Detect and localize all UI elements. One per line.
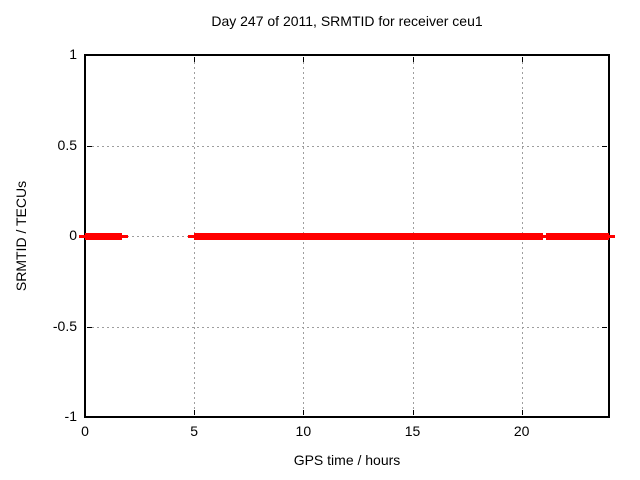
data-segment (194, 232, 544, 240)
y-tick-right (602, 417, 607, 418)
x-tick-bottom (521, 410, 523, 415)
y-tick-left (87, 417, 92, 418)
x-tick-label: 20 (513, 423, 530, 439)
x-tick-label: 5 (190, 423, 199, 439)
y-tick-left (87, 145, 92, 147)
data-segment (545, 232, 609, 240)
y-tick-label: 1 (69, 46, 77, 62)
x-tick-label: 10 (295, 423, 312, 439)
y-tick-right (602, 326, 607, 328)
y-tick-left (87, 55, 92, 56)
x-tick-bottom (194, 410, 196, 415)
data-segment (85, 232, 123, 240)
x-tick-top (521, 57, 523, 62)
x-tick-bottom (85, 410, 86, 415)
y-tick-right (602, 55, 607, 56)
y-axis-label: SRMTID / TECUs (13, 180, 29, 292)
chart-title: Day 247 of 2011, SRMTID for receiver ceu… (211, 13, 483, 29)
x-tick-top (412, 57, 414, 62)
y-tick-left (87, 326, 92, 328)
y-gridline (87, 326, 607, 328)
y-tick-label: -0.5 (52, 317, 77, 334)
x-tick-top (85, 57, 86, 62)
y-tick-label: 0.5 (57, 136, 77, 153)
y-tick-right (602, 145, 607, 147)
y-tick-label: 0 (69, 227, 77, 243)
y-tick-label: -1 (64, 408, 77, 424)
x-axis-label: GPS time / hours (293, 452, 401, 468)
x-tick-top (303, 57, 305, 62)
x-tick-top (194, 57, 196, 62)
x-tick-label: 0 (81, 423, 89, 439)
y-gridline (87, 145, 607, 147)
x-tick-bottom (412, 410, 414, 415)
x-tick-bottom (303, 410, 305, 415)
x-tick-label: 15 (404, 423, 421, 439)
